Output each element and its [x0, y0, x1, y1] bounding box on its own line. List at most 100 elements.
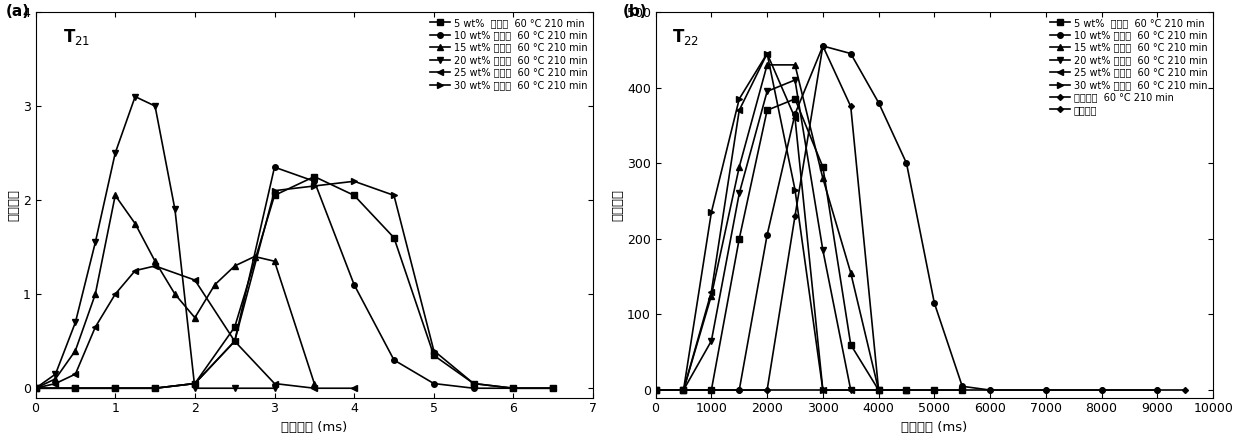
20 wt% 二甘醇  60 °C 210 min: [760, 89, 775, 94]
去离子水  60 °C 210 min: [704, 388, 719, 393]
去离子水: [1178, 388, 1193, 393]
去离子水: [1149, 388, 1164, 393]
30 wt% 二甘醇  60 °C 210 min: [787, 187, 802, 192]
20 wt% 二甘醇  60 °C 210 min: [128, 94, 143, 99]
15 wt% 二甘醇  60 °C 210 min: [128, 221, 143, 226]
15 wt% 二甘醇  60 °C 210 min: [227, 263, 242, 269]
10 wt% 二甘醇  60 °C 210 min: [427, 381, 441, 386]
15 wt% 二甘醇  60 °C 210 min: [760, 62, 775, 67]
Line: 10 wt% 二甘醇  60 °C 210 min: 10 wt% 二甘醇 60 °C 210 min: [652, 43, 1161, 393]
25 wt% 二甘醇  60 °C 210 min: [128, 268, 143, 273]
30 wt% 二甘醇  60 °C 210 min: [732, 96, 746, 101]
30 wt% 二甘醇  60 °C 210 min: [108, 385, 123, 391]
去离子水: [928, 388, 942, 393]
30 wt% 二甘醇  60 °C 210 min: [187, 381, 202, 386]
15 wt% 二甘醇  60 °C 210 min: [787, 62, 802, 67]
5 wt%  二甘醇  60 °C 210 min: [816, 164, 831, 170]
25 wt% 二甘醇  60 °C 210 min: [347, 385, 362, 391]
10 wt% 二甘醇  60 °C 210 min: [68, 385, 83, 391]
20 wt% 二甘醇  60 °C 210 min: [816, 247, 831, 253]
5 wt%  二甘醇  60 °C 210 min: [306, 174, 321, 179]
5 wt%  二甘醇  60 °C 210 min: [387, 235, 402, 240]
10 wt% 二甘醇  60 °C 210 min: [306, 179, 321, 184]
Text: (b): (b): [622, 4, 647, 19]
25 wt% 二甘醇  60 °C 210 min: [787, 115, 802, 120]
10 wt% 二甘醇  60 °C 210 min: [546, 385, 560, 391]
Line: 30 wt% 二甘醇  60 °C 210 min: 30 wt% 二甘醇 60 °C 210 min: [652, 51, 826, 393]
10 wt% 二甘醇  60 °C 210 min: [928, 300, 942, 306]
5 wt%  二甘醇  60 °C 210 min: [928, 388, 942, 393]
30 wt% 二甘醇  60 °C 210 min: [227, 339, 242, 344]
30 wt% 二甘醇  60 °C 210 min: [816, 388, 831, 393]
10 wt% 二甘醇  60 °C 210 min: [1149, 388, 1164, 393]
30 wt% 二甘醇  60 °C 210 min: [29, 385, 43, 391]
25 wt% 二甘醇  60 °C 210 min: [48, 381, 63, 386]
5 wt%  二甘醇  60 °C 210 min: [466, 381, 481, 386]
15 wt% 二甘醇  60 °C 210 min: [816, 176, 831, 181]
25 wt% 二甘醇  60 °C 210 min: [816, 388, 831, 393]
10 wt% 二甘醇  60 °C 210 min: [872, 100, 887, 105]
10 wt% 二甘醇  60 °C 210 min: [649, 388, 663, 393]
Line: 25 wt% 二甘醇  60 °C 210 min: 25 wt% 二甘醇 60 °C 210 min: [652, 51, 853, 393]
25 wt% 二甘醇  60 °C 210 min: [732, 108, 746, 113]
15 wt% 二甘醇  60 °C 210 min: [247, 254, 262, 259]
30 wt% 二甘醇  60 °C 210 min: [427, 348, 441, 353]
30 wt% 二甘醇  60 °C 210 min: [267, 188, 281, 193]
5 wt%  二甘醇  60 °C 210 min: [227, 325, 242, 330]
10 wt% 二甘醇  60 °C 210 min: [982, 388, 997, 393]
10 wt% 二甘醇  60 °C 210 min: [466, 385, 481, 391]
5 wt%  二甘醇  60 °C 210 min: [427, 353, 441, 358]
15 wt% 二甘醇  60 °C 210 min: [899, 388, 914, 393]
30 wt% 二甘醇  60 °C 210 min: [506, 385, 521, 391]
15 wt% 二甘醇  60 °C 210 min: [843, 270, 858, 276]
10 wt% 二甘醇  60 °C 210 min: [227, 339, 242, 344]
10 wt% 二甘醇  60 °C 210 min: [787, 112, 802, 117]
去离子水: [816, 388, 831, 393]
Line: 5 wt%  二甘醇  60 °C 210 min: 5 wt% 二甘醇 60 °C 210 min: [652, 96, 965, 393]
15 wt% 二甘醇  60 °C 210 min: [68, 348, 83, 353]
Legend: 5 wt%  二甘醇  60 °C 210 min, 10 wt% 二甘醇  60 °C 210 min, 15 wt% 二甘醇  60 °C 210 min,: 5 wt% 二甘醇 60 °C 210 min, 10 wt% 二甘醇 60 °…: [428, 15, 590, 93]
15 wt% 二甘醇  60 °C 210 min: [207, 282, 222, 288]
20 wt% 二甘醇  60 °C 210 min: [227, 385, 242, 391]
25 wt% 二甘醇  60 °C 210 min: [704, 289, 719, 295]
15 wt% 二甘醇  60 °C 210 min: [29, 385, 43, 391]
10 wt% 二甘醇  60 °C 210 min: [704, 388, 719, 393]
15 wt% 二甘醇  60 °C 210 min: [187, 315, 202, 320]
10 wt% 二甘醇  60 °C 210 min: [760, 232, 775, 238]
5 wt%  二甘醇  60 °C 210 min: [546, 385, 560, 391]
Line: 30 wt% 二甘醇  60 °C 210 min: 30 wt% 二甘醇 60 °C 210 min: [32, 179, 556, 391]
Text: (a): (a): [6, 4, 30, 19]
去离子水: [1094, 388, 1109, 393]
5 wt%  二甘醇  60 °C 210 min: [843, 342, 858, 348]
Line: 5 wt%  二甘醇  60 °C 210 min: 5 wt% 二甘醇 60 °C 210 min: [32, 174, 556, 391]
去离子水  60 °C 210 min: [899, 388, 914, 393]
10 wt% 二甘醇  60 °C 210 min: [732, 388, 746, 393]
Line: 20 wt% 二甘醇  60 °C 210 min: 20 wt% 二甘醇 60 °C 210 min: [32, 94, 278, 391]
去离子水  60 °C 210 min: [649, 388, 663, 393]
去离子水  60 °C 210 min: [787, 213, 802, 219]
25 wt% 二甘醇  60 °C 210 min: [676, 388, 691, 393]
20 wt% 二甘醇  60 °C 210 min: [167, 207, 182, 212]
30 wt% 二甘醇  60 °C 210 min: [466, 381, 481, 386]
5 wt%  二甘醇  60 °C 210 min: [187, 381, 202, 386]
5 wt%  二甘醇  60 °C 210 min: [108, 385, 123, 391]
20 wt% 二甘醇  60 °C 210 min: [843, 388, 858, 393]
10 wt% 二甘醇  60 °C 210 min: [955, 384, 970, 389]
25 wt% 二甘醇  60 °C 210 min: [108, 292, 123, 297]
5 wt%  二甘醇  60 °C 210 min: [347, 193, 362, 198]
15 wt% 二甘醇  60 °C 210 min: [704, 293, 719, 298]
5 wt%  二甘醇  60 °C 210 min: [148, 385, 162, 391]
20 wt% 二甘醇  60 °C 210 min: [649, 388, 663, 393]
10 wt% 二甘醇  60 °C 210 min: [1094, 388, 1109, 393]
去离子水  60 °C 210 min: [843, 104, 858, 109]
30 wt% 二甘醇  60 °C 210 min: [347, 179, 362, 184]
30 wt% 二甘醇  60 °C 210 min: [704, 210, 719, 215]
20 wt% 二甘醇  60 °C 210 min: [48, 371, 63, 377]
30 wt% 二甘醇  60 °C 210 min: [387, 193, 402, 198]
Legend: 5 wt%  二甘醇  60 °C 210 min, 10 wt% 二甘醇  60 °C 210 min, 15 wt% 二甘醇  60 °C 210 min,: 5 wt% 二甘醇 60 °C 210 min, 10 wt% 二甘醇 60 °…: [1048, 15, 1210, 118]
5 wt%  二甘醇  60 °C 210 min: [649, 388, 663, 393]
X-axis label: 弛豪时间 (ms): 弛豪时间 (ms): [901, 421, 967, 434]
25 wt% 二甘醇  60 °C 210 min: [649, 388, 663, 393]
5 wt%  二甘醇  60 °C 210 min: [676, 388, 691, 393]
5 wt%  二甘醇  60 °C 210 min: [704, 388, 719, 393]
